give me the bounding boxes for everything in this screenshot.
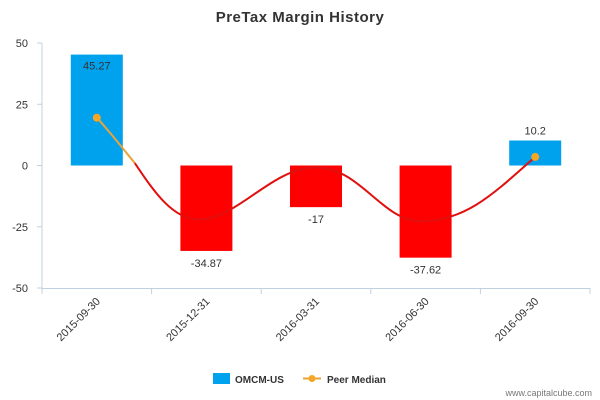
y-tick-label: -25: [12, 222, 28, 234]
y-tick-label: -50: [12, 283, 28, 295]
peer-median-segment: [96, 117, 136, 164]
legend-label-omcm[interactable]: OMCM-US: [235, 375, 284, 386]
x-tick-label-2015-09-30: 2015-09-30: [55, 296, 103, 344]
trend-curve: [133, 156, 536, 223]
bar-2015-12-31: [180, 165, 233, 251]
y-tick-label: 25: [16, 99, 28, 111]
bar-2015-09-30: [70, 54, 123, 166]
x-tick-label-2016-09-30: 2016-09-30: [493, 296, 541, 344]
data-label-2016-09-30: 10.2: [524, 126, 545, 138]
bar-2016-06-30: [399, 165, 452, 258]
peer-median-marker-2015-09-30: [92, 113, 101, 122]
legend: OMCM-US Peer Median: [213, 373, 386, 386]
legend-label-peer-median[interactable]: Peer Median: [327, 375, 386, 386]
x-tick-label-2015-12-31: 2015-12-31: [164, 296, 212, 344]
credit-text: www.capitalcube.com: [504, 388, 592, 398]
bar-2016-03-31: [290, 165, 342, 208]
data-labels: 45.27 -34.87 -17 -37.62 10.2: [83, 61, 546, 277]
bars: [70, 54, 562, 258]
peer-median-marker-2016-09-30: [531, 152, 540, 161]
peer-median-line: [92, 113, 540, 223]
y-tick-label: 0: [22, 161, 28, 173]
data-label-2016-06-30: -37.62: [410, 265, 441, 277]
y-tick-label: 50: [16, 38, 28, 50]
x-tick-label-2016-03-31: 2016-03-31: [274, 296, 322, 344]
chart-title: PreTax Margin History: [216, 9, 385, 26]
legend-marker-peer-median: [308, 375, 316, 382]
x-tick-label-2016-06-30: 2016-06-30: [383, 296, 431, 344]
legend-swatch-omcm: [213, 373, 230, 384]
axes: 50 25 0 -25 -50: [12, 38, 591, 295]
data-label-2015-09-30: 45.27: [83, 61, 111, 73]
data-label-2016-03-31: -17: [308, 214, 324, 226]
x-tick-labels: 2015-09-30 2015-12-31 2016-03-31 2016-06-30…: [55, 296, 542, 344]
data-label-2015-12-31: -34.87: [191, 258, 222, 270]
